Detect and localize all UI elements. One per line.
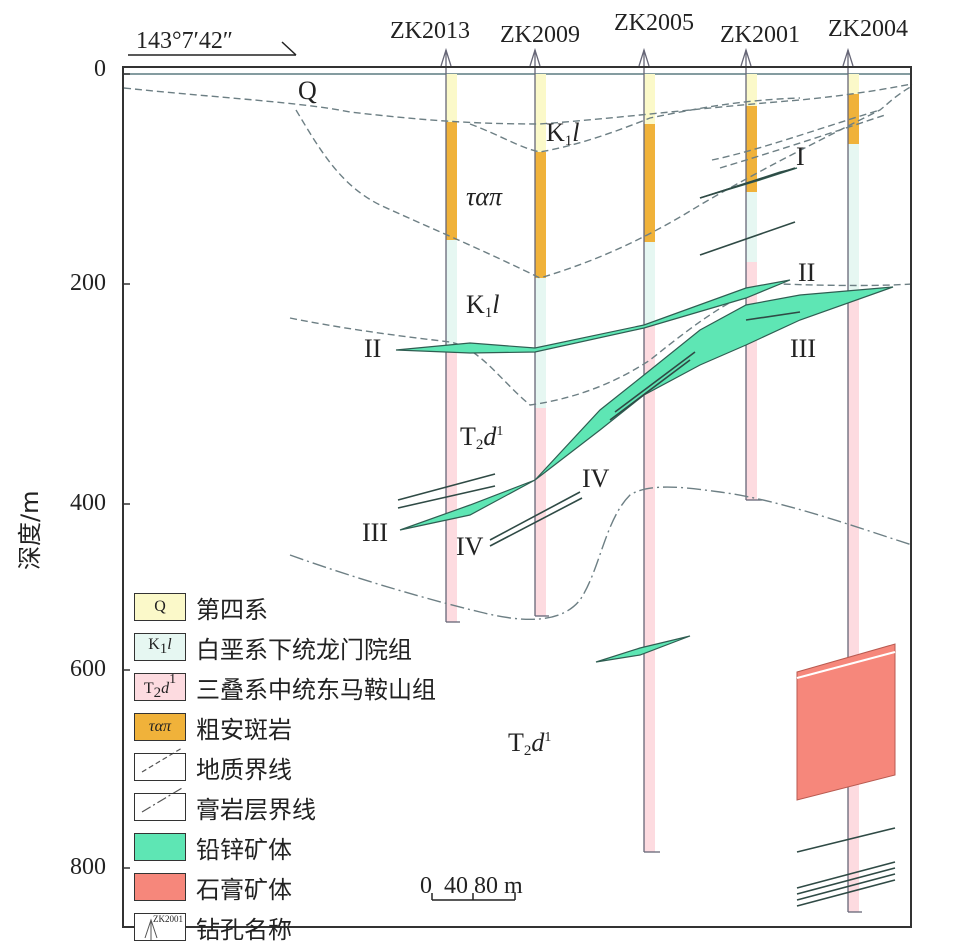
legend-row-geologic-boundary: 地质界线: [134, 752, 292, 784]
borehole-zk2005: [638, 47, 660, 853]
label-orebody-iii-right: III: [790, 334, 816, 363]
borehole-label-zk2005: ZK2005: [614, 10, 694, 36]
legend-swatch-porphyry: ταπ: [134, 713, 186, 741]
legend-swatch-geologic-boundary: [134, 753, 186, 781]
legend-row-borehole: ZK2001 钻孔名称: [134, 912, 292, 944]
geologic-boundaries: [123, 83, 913, 406]
legend-row-quaternary: Q 第四系: [134, 592, 268, 624]
label-orebody-iv-left: IV: [456, 532, 484, 561]
label-taupi: ταπ: [466, 182, 502, 211]
legend-swatch-cretaceous: K1l: [134, 633, 186, 661]
legend-swatch-quaternary: Q: [134, 593, 186, 621]
gypsum-orebody: [796, 643, 896, 801]
label-orebody-iv-right: IV: [582, 464, 610, 493]
legend-swatch-lead-zinc: [134, 833, 186, 861]
borehole-label-zk2009: ZK2009: [500, 22, 580, 48]
label-orebody-ii-right: II: [798, 258, 816, 287]
y-axis-label: 深度/m: [16, 490, 44, 570]
legend-swatch-triassic: T2d1: [134, 672, 186, 701]
borehole-label-zk2013: ZK2013: [390, 18, 470, 44]
borehole-label-zk2001: ZK2001: [720, 22, 800, 48]
borehole-zk2001: [740, 47, 762, 501]
y-tick-0: 0: [94, 56, 106, 82]
legend-swatch-gypsum-boundary: [134, 793, 186, 821]
legend-row-triassic: T2d1 三叠系中统东马鞍山组: [134, 672, 436, 704]
y-tick-400: 400: [70, 490, 106, 516]
label-k1l-mid: K1l: [466, 290, 500, 321]
ore-thin-lines: [397, 167, 896, 907]
scale-bar-label: 0 40 80 m: [420, 873, 523, 899]
legend-swatch-borehole: ZK2001: [134, 913, 186, 941]
y-tick-800: 800: [70, 854, 106, 880]
legend-swatch-gypsum: [134, 873, 186, 901]
orebody-deep: [595, 635, 691, 663]
orebody-ii: [395, 279, 791, 354]
legend-row-gypsum-boundary: 膏岩层界线: [134, 792, 316, 824]
label-t2d1-low: T2d1: [508, 728, 552, 759]
label-q: Q: [298, 76, 317, 105]
y-tick-600: 600: [70, 656, 106, 682]
borehole-label-zk2004: ZK2004: [828, 16, 908, 42]
legend-row-gypsum: 石膏矿体: [134, 872, 292, 904]
borehole-icon: [144, 918, 158, 940]
legend-row-lead-zinc: 铅锌矿体: [134, 832, 292, 864]
label-orebody-iii-left: III: [362, 518, 388, 547]
coordinate-label: 143°7′42″: [136, 28, 233, 54]
label-orebody-ii-left: II: [364, 334, 382, 363]
label-orebody-i: I: [796, 142, 805, 171]
legend-row-cretaceous: K1l 白垩系下统龙门院组: [134, 632, 412, 664]
plot-frame: [122, 66, 912, 928]
legend-row-porphyry: ταπ 粗安斑岩: [134, 712, 292, 744]
label-k1l-top: K1l: [546, 118, 580, 149]
orebody-iii-left: [399, 479, 536, 531]
label-t2d1-mid: T2d1: [460, 422, 504, 453]
y-tick-200: 200: [70, 270, 106, 296]
gypsum-boundaries: [289, 486, 913, 621]
